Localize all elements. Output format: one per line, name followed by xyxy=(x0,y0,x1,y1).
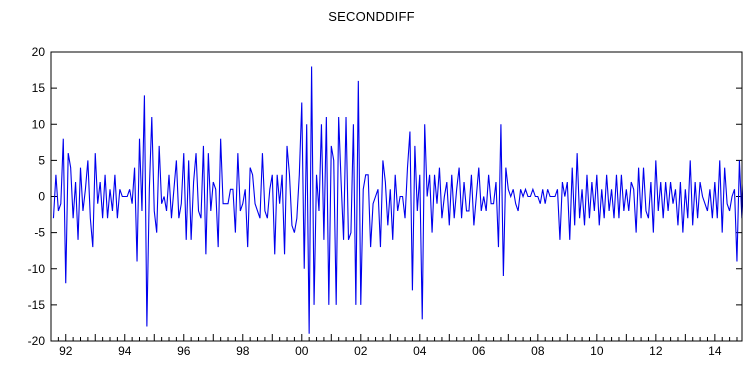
y-tick-label: -20 xyxy=(28,334,46,348)
x-tick-label: 14 xyxy=(708,344,722,358)
x-tick-label: 96 xyxy=(177,344,191,358)
y-tick-label: 20 xyxy=(32,45,46,59)
chart-title: SECONDDIFF xyxy=(328,9,415,24)
x-tick-label: 04 xyxy=(413,344,427,358)
x-tick-label: 94 xyxy=(118,344,132,358)
label-layer: -20 -15 -10 -5 0 5 10 15 20 92 94 96 98 00 02 04 06 08 10 1… xyxy=(28,45,722,358)
x-tick-label: 00 xyxy=(295,344,309,358)
x-tick-label: 92 xyxy=(59,344,73,358)
y-tick-label: -15 xyxy=(28,298,46,312)
y-tick-label: 15 xyxy=(32,81,46,95)
plot-frame xyxy=(50,51,743,342)
series-layer xyxy=(52,66,743,334)
y-tick-label: -5 xyxy=(34,226,45,240)
y-tick-label: 0 xyxy=(38,190,45,204)
y-tick-label: 10 xyxy=(32,117,46,131)
x-tick-label: 02 xyxy=(354,344,368,358)
x-tick-label: 10 xyxy=(590,344,604,358)
x-tick-label: 08 xyxy=(531,344,545,358)
x-tick-label: 12 xyxy=(649,344,663,358)
y-tick-label: 5 xyxy=(38,153,45,167)
y-tick-label: -10 xyxy=(28,262,46,276)
x-tick-label: 06 xyxy=(472,344,486,358)
x-tick-label: 98 xyxy=(236,344,250,358)
series-line-0 xyxy=(52,66,743,334)
